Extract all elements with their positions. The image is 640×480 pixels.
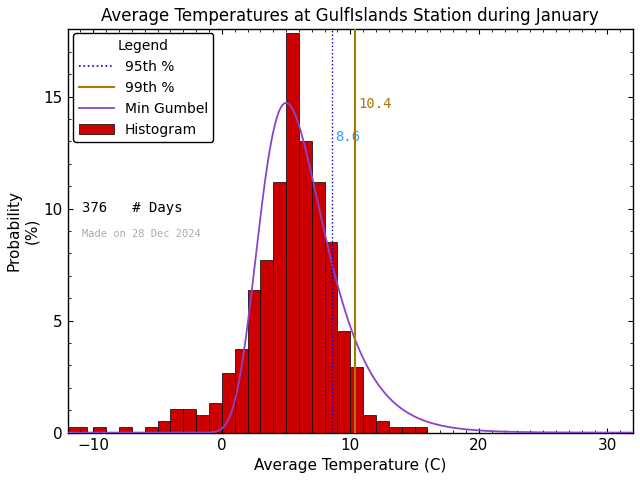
Bar bbox=[222, 373, 235, 432]
Bar bbox=[273, 182, 286, 432]
Text: Made on 28 Dec 2024: Made on 28 Dec 2024 bbox=[82, 229, 200, 239]
Bar bbox=[415, 427, 428, 432]
Bar bbox=[299, 141, 312, 432]
Legend: 95th %, 99th %, Min Gumbel, Histogram: 95th %, 99th %, Min Gumbel, Histogram bbox=[73, 33, 214, 142]
Bar bbox=[93, 427, 106, 432]
Title: Average Temperatures at GulfIslands Station during January: Average Temperatures at GulfIslands Stat… bbox=[102, 7, 599, 25]
Text: 376   # Days: 376 # Days bbox=[82, 201, 182, 215]
Bar bbox=[235, 349, 248, 432]
Bar bbox=[402, 427, 415, 432]
Bar bbox=[157, 421, 170, 432]
Bar bbox=[324, 242, 337, 432]
Bar bbox=[389, 427, 402, 432]
Y-axis label: Probability
(%): Probability (%) bbox=[7, 191, 39, 272]
Bar bbox=[209, 403, 222, 432]
Text: 10.4: 10.4 bbox=[358, 96, 392, 110]
Bar bbox=[183, 409, 196, 432]
Bar bbox=[350, 367, 363, 432]
Bar bbox=[170, 409, 183, 432]
X-axis label: Average Temperature (C): Average Temperature (C) bbox=[254, 458, 447, 473]
Bar bbox=[145, 427, 157, 432]
Bar bbox=[312, 182, 324, 432]
Bar bbox=[376, 421, 389, 432]
Bar bbox=[119, 427, 132, 432]
Bar bbox=[260, 260, 273, 432]
Bar bbox=[286, 33, 299, 432]
Bar bbox=[248, 289, 260, 432]
Bar bbox=[363, 415, 376, 432]
Bar bbox=[337, 331, 350, 432]
Text: 8.6: 8.6 bbox=[335, 130, 361, 144]
Bar bbox=[196, 415, 209, 432]
Bar bbox=[68, 427, 87, 432]
